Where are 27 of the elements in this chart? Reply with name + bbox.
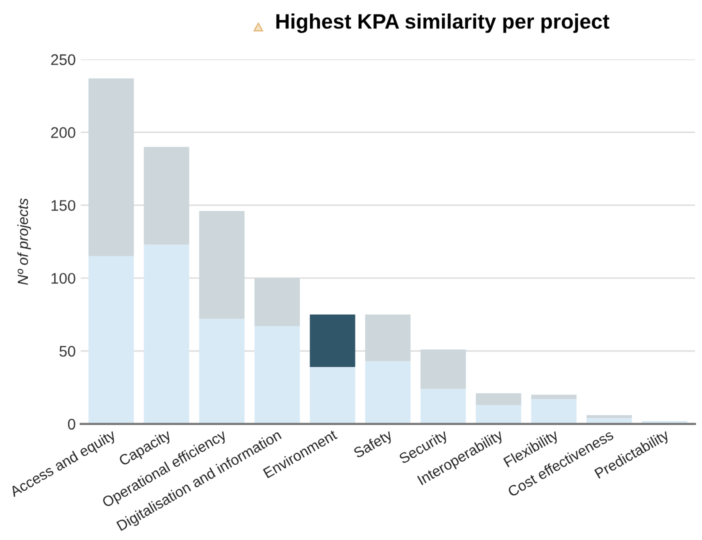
y-tick-label: 250	[51, 54, 76, 66]
bar	[365, 314, 411, 362]
y-tick-label: 0	[68, 418, 76, 430]
bar	[310, 314, 356, 368]
y-tick-label: 150	[52, 200, 76, 211]
bar	[586, 415, 632, 418]
bar	[476, 393, 522, 405]
bar	[88, 78, 134, 256]
y-tick-label: 50	[59, 346, 76, 357]
bar	[531, 394, 577, 400]
bar	[199, 318, 245, 424]
bar	[144, 244, 190, 424]
bar	[254, 278, 300, 326]
bar	[199, 211, 245, 319]
bar	[254, 326, 300, 424]
y-tick-label: 100	[52, 272, 76, 284]
bar	[144, 146, 190, 245]
bar	[476, 404, 522, 424]
y-axis-title: Nº of projects	[17, 198, 31, 285]
bar	[88, 256, 134, 424]
bar	[365, 361, 411, 424]
bar	[420, 350, 466, 389]
chart-title: Highest KPA similarity per project	[276, 14, 610, 34]
bar	[420, 388, 466, 424]
y-tick-label: 200	[51, 127, 76, 138]
bar	[310, 367, 356, 424]
bar	[531, 399, 577, 424]
